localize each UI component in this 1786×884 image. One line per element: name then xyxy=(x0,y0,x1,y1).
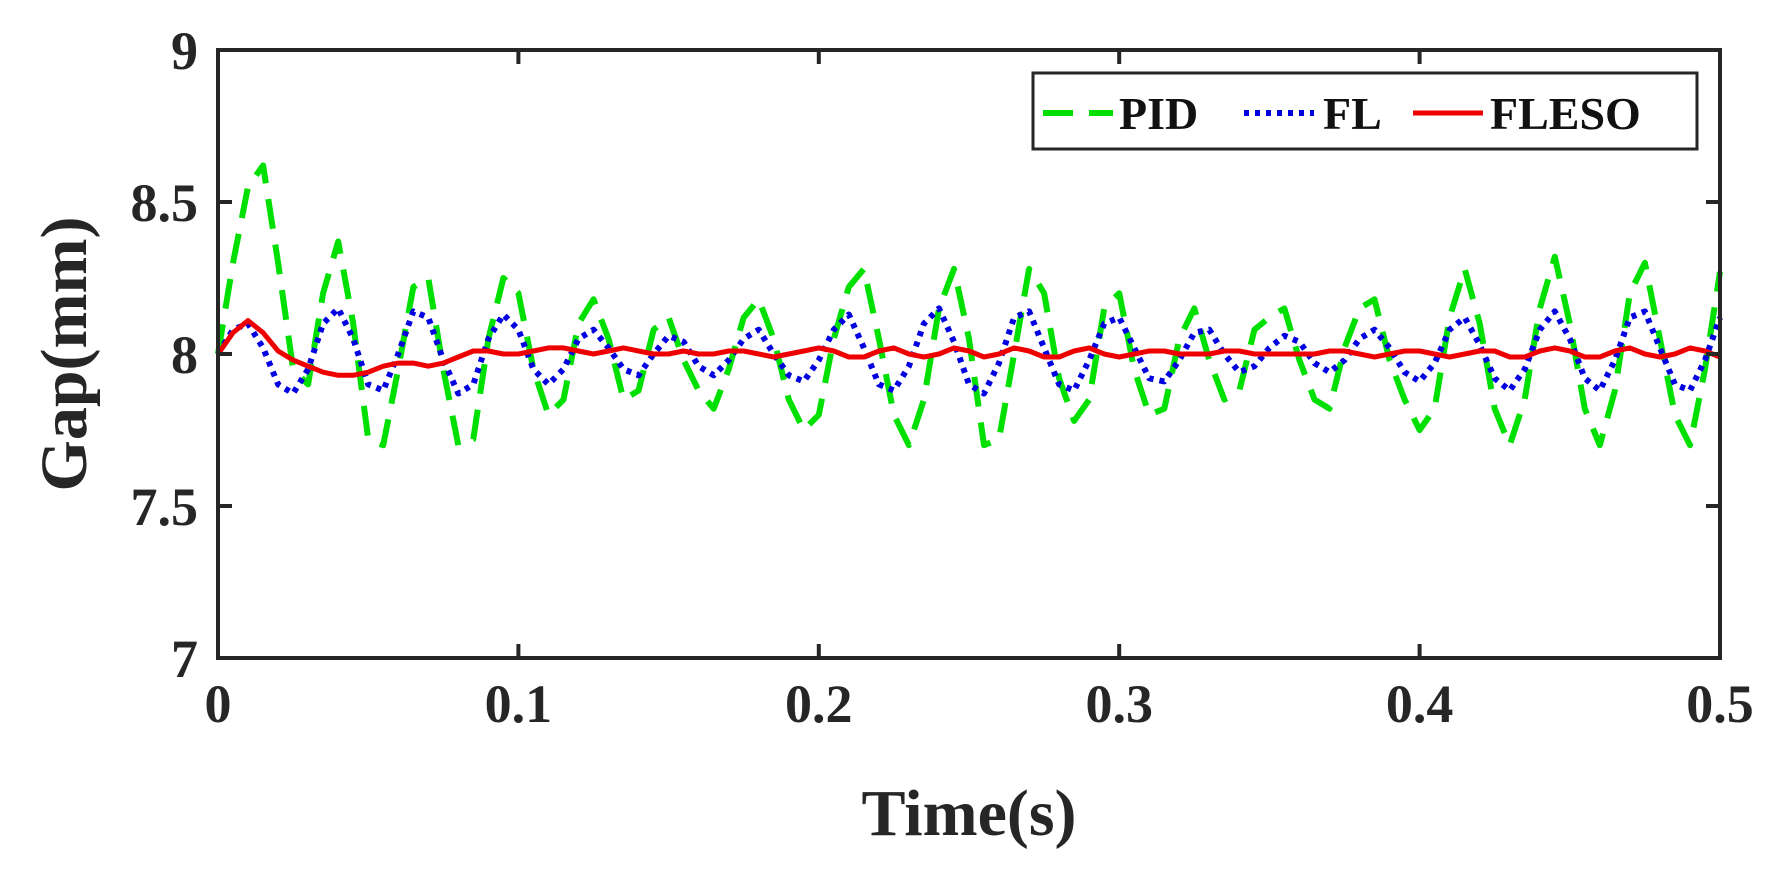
x-tick-label: 0 xyxy=(205,674,232,734)
x-axis-title: Time(s) xyxy=(861,777,1076,850)
x-tick-label: 0.5 xyxy=(1686,674,1754,734)
legend-label-fl: FL xyxy=(1323,88,1382,139)
plot-series xyxy=(215,162,1723,449)
x-tick-label: 0.3 xyxy=(1085,674,1153,734)
y-axis-ticks: 7 7.5 8 8.5 9 xyxy=(131,21,1720,689)
series-line-fl xyxy=(215,305,1723,397)
x-tick-label: 0.2 xyxy=(785,674,853,734)
x-axis-ticks: 0 0.1 0.2 0.3 0.4 0.5 xyxy=(205,50,1754,734)
y-tick-label: 9 xyxy=(171,21,198,81)
x-tick-label: 0.1 xyxy=(485,674,553,734)
series-line-pid xyxy=(215,162,1723,449)
legend-box xyxy=(1031,71,1699,151)
legend: PID FL FLESO xyxy=(1031,71,1699,151)
y-tick-label: 7 xyxy=(171,629,198,689)
y-tick-label: 8.5 xyxy=(131,173,199,233)
y-tick-label: 7.5 xyxy=(131,477,199,537)
legend-label-fleso: FLESO xyxy=(1490,88,1641,139)
legend-label-pid: PID xyxy=(1119,88,1198,139)
y-axis-title: Gap(mm) xyxy=(28,217,101,492)
y-tick-label: 8 xyxy=(171,325,198,385)
x-tick-label: 0.4 xyxy=(1386,674,1454,734)
series-line-fleso xyxy=(215,318,1721,378)
